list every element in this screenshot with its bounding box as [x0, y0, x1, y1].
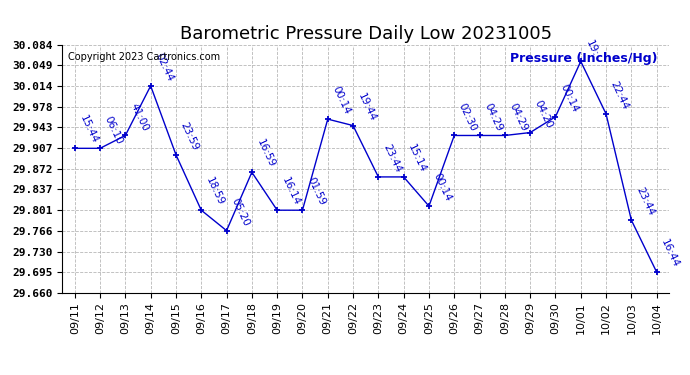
Text: 15:44: 15:44: [77, 114, 99, 146]
Text: 19:: 19:: [584, 39, 600, 58]
Text: 15:14: 15:14: [406, 142, 428, 174]
Text: 18:59: 18:59: [204, 176, 226, 207]
Text: 04:29: 04:29: [508, 101, 529, 133]
Text: 04:20: 04:20: [533, 99, 555, 130]
Title: Barometric Pressure Daily Low 20231005: Barometric Pressure Daily Low 20231005: [179, 26, 552, 44]
Text: 02:30: 02:30: [457, 101, 479, 133]
Text: 01:59: 01:59: [305, 176, 327, 207]
Text: 02:44: 02:44: [153, 52, 175, 83]
Text: 19:44: 19:44: [356, 91, 377, 123]
Text: 16:14: 16:14: [280, 176, 302, 207]
Text: 23:59: 23:59: [179, 120, 201, 152]
Text: 23:44: 23:44: [381, 142, 403, 174]
Text: 16:44: 16:44: [660, 238, 681, 269]
Text: 22:44: 22:44: [609, 80, 631, 111]
Text: 00:14: 00:14: [558, 83, 580, 114]
Text: Copyright 2023 Cartronics.com: Copyright 2023 Cartronics.com: [68, 53, 220, 62]
Text: 04:29: 04:29: [482, 101, 504, 133]
Text: 16:59: 16:59: [255, 138, 277, 170]
Text: 00:14: 00:14: [432, 172, 453, 203]
Text: 23:44: 23:44: [634, 186, 656, 218]
Text: 06:10: 06:10: [103, 114, 124, 146]
Text: 05:20: 05:20: [229, 196, 251, 228]
Text: Pressure (Inches/Hg): Pressure (Inches/Hg): [510, 53, 657, 65]
Text: 41:00: 41:00: [128, 101, 150, 133]
Text: 00:14: 00:14: [331, 85, 352, 116]
